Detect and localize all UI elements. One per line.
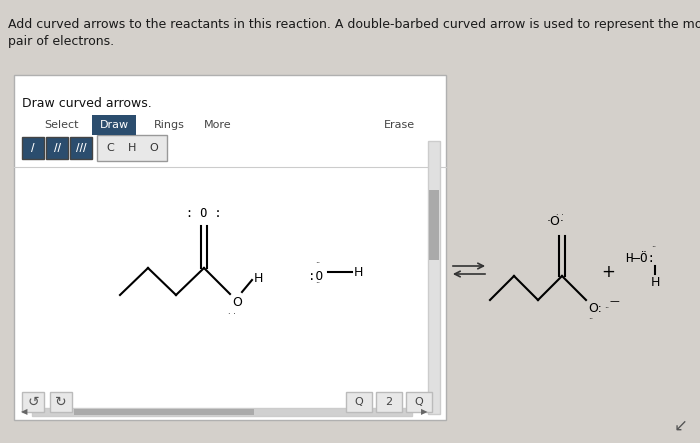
Text: ··: ·· [315, 260, 321, 268]
Bar [22, 137, 44, 159]
Bar [97, 135, 167, 161]
Text: //: // [53, 143, 60, 153]
Text: :O: :O [308, 269, 323, 283]
Text: —: — [610, 296, 620, 306]
Text: ///: /// [76, 143, 86, 153]
Text: Q: Q [414, 397, 424, 407]
Bar [346, 392, 372, 412]
Text: H: H [128, 143, 136, 153]
Text: ↺: ↺ [27, 395, 38, 409]
Bar [14, 75, 446, 420]
Text: ◀: ◀ [21, 408, 27, 416]
Bar [92, 115, 136, 135]
Bar [428, 141, 440, 414]
Bar [46, 137, 68, 159]
Bar [406, 392, 432, 412]
Text: /: / [32, 143, 35, 153]
Text: Draw: Draw [99, 120, 129, 130]
Text: : O :: : O : [186, 207, 222, 220]
Text: Erase: Erase [384, 120, 415, 130]
Text: More: More [204, 120, 232, 130]
Text: ↙: ↙ [674, 417, 688, 435]
Bar [74, 409, 254, 415]
Text: Q: Q [355, 397, 363, 407]
Text: H: H [650, 276, 659, 289]
Text: 2: 2 [386, 397, 393, 407]
Text: ··: ·· [315, 280, 321, 288]
Bar [429, 190, 439, 260]
Text: pair of electrons.: pair of electrons. [8, 35, 115, 48]
Text: ·O·: ·O· [547, 215, 565, 228]
Text: H: H [354, 265, 363, 279]
Text: O: O [232, 296, 242, 309]
Text: Draw curved arrows.: Draw curved arrows. [22, 97, 152, 110]
Text: +: + [601, 263, 615, 281]
Text: ··: ·· [651, 244, 657, 253]
Bar [32, 408, 412, 416]
Text: ··: ·· [604, 304, 609, 313]
Text: · ·: · · [228, 310, 236, 319]
Text: ▶: ▶ [421, 408, 427, 416]
Bar [70, 137, 92, 159]
Text: Select: Select [44, 120, 78, 130]
Bar [376, 392, 402, 412]
Bar [22, 392, 44, 412]
Text: ↻: ↻ [55, 395, 66, 409]
Text: H—Ö:: H—Ö: [625, 252, 655, 264]
Text: C: C [106, 143, 114, 153]
Text: · ·: · · [556, 211, 564, 220]
Text: O: O [150, 143, 158, 153]
Bar [50, 392, 72, 412]
Text: Rings: Rings [154, 120, 185, 130]
Text: H: H [254, 272, 263, 284]
Text: Add curved arrows to the reactants in this reaction. A double-barbed curved arro: Add curved arrows to the reactants in th… [8, 18, 700, 31]
Text: O:: O: [588, 302, 602, 315]
Text: ··: ·· [588, 315, 594, 324]
